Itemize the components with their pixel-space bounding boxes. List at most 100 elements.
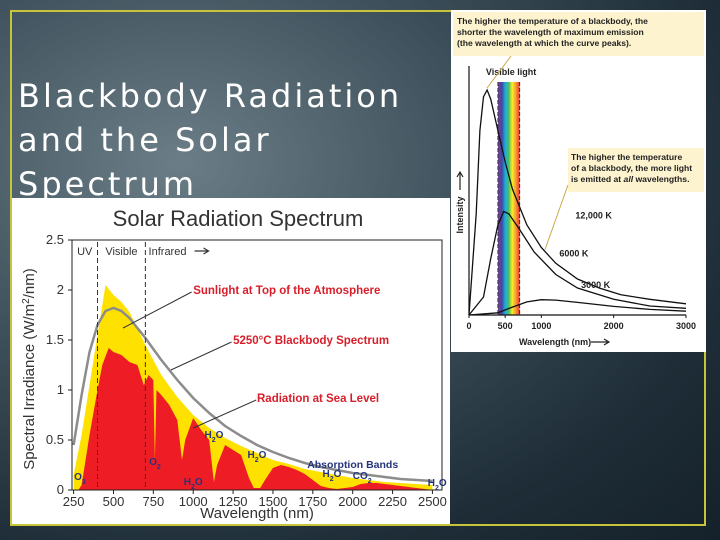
- gas-label-6-base: CO: [353, 471, 368, 482]
- leader-all-wavelengths: [544, 184, 569, 250]
- x-tick-label-3: 1000: [179, 494, 208, 509]
- bb-x-axis-label: Wavelength (nm): [519, 337, 591, 347]
- gas-label-2: H2O: [184, 477, 203, 491]
- bb-x-tick-label-0: 0: [466, 321, 471, 331]
- gas-label-2-base: H: [184, 477, 191, 488]
- bb-x-tick-label-3: 2000: [604, 321, 624, 331]
- curve-label-2: 3000 K: [581, 280, 611, 290]
- gas-label-4-sub: 2: [255, 457, 259, 464]
- note-peak-line-3: (the wavelength at which the curve peaks…: [457, 38, 631, 48]
- blackbody-curves-chart: The higher the temperature of a blackbod…: [451, 10, 706, 352]
- note-peak-wavelength-box: [453, 12, 704, 56]
- y-tick-label-2: 1: [57, 382, 64, 397]
- bb-x-tick-label-1: 500: [498, 321, 513, 331]
- bb-y-arrow-icon: [456, 170, 464, 190]
- bb-x-arrow-icon: [591, 338, 611, 346]
- x-tick-label-9: 2500: [418, 494, 447, 509]
- gas-label-7-sub: 2: [435, 485, 439, 492]
- slide-title-line-1: Blackbody Radiation: [18, 77, 403, 115]
- gas-label-5-sub: 2: [330, 476, 334, 483]
- gas-label-7: H2O: [428, 478, 447, 492]
- label-sea-level: Radiation at Sea Level: [257, 393, 379, 405]
- x-tick-label-7: 2000: [338, 494, 367, 509]
- gas-label-3: H2O: [204, 430, 223, 444]
- note-peak-line-1: The higher the temperature of a blackbod…: [457, 16, 648, 26]
- y-tick-label-1: 0.5: [46, 432, 64, 447]
- leader-sea-level: [193, 399, 257, 429]
- note-all-line-3: is emitted at all wavelengths.: [571, 174, 689, 184]
- note-all-line-3b: all: [624, 174, 634, 184]
- note-all-line-1: The higher the temperature: [571, 152, 682, 162]
- note-all-line-2: of a blackbody, the more light: [571, 163, 692, 173]
- blackbody-curves-svg: The higher the temperature of a blackbod…: [453, 12, 704, 347]
- gas-label-2-sub: 2: [191, 484, 195, 491]
- y-axis-label-tail: /nm): [21, 268, 38, 298]
- curve-label-1: 6000 K: [559, 249, 589, 259]
- x-tick-label-1: 500: [103, 494, 125, 509]
- label-blackbody-spectrum: 5250°C Blackbody Spectrum: [233, 335, 389, 347]
- solar-x-axis-label: Wavelength (nm): [200, 505, 314, 522]
- x-tick-label-5: 1500: [258, 494, 287, 509]
- x-tick-label-8: 2250: [378, 494, 407, 509]
- gas-label-3-base: H: [204, 430, 211, 441]
- bb-y-axis-label: Intensity: [455, 196, 465, 233]
- gas-label-7-tail: O: [439, 478, 447, 489]
- gas-label-0: O3: [74, 472, 86, 486]
- gas-label-1-sub: 2: [157, 464, 161, 471]
- gas-label-1-base: O: [149, 457, 157, 468]
- visible-light-label: Visible light: [486, 67, 536, 77]
- region-uv-label: UV: [77, 246, 93, 258]
- leader-blackbody-spectrum: [170, 341, 232, 371]
- gas-label-4: H2O: [248, 450, 267, 464]
- x-tick-label-6: 1750: [298, 494, 327, 509]
- gas-label-5-base: H: [322, 469, 329, 480]
- gas-label-6-sub: 2: [368, 478, 372, 485]
- y-tick-label-5: 2.5: [46, 232, 64, 247]
- gas-label-4-tail: O: [259, 450, 267, 461]
- gas-label-4-base: H: [248, 450, 255, 461]
- gas-label-3-tail: O: [216, 430, 224, 441]
- y-tick-label-4: 2: [57, 282, 64, 297]
- note-all-line-3c: wavelengths.: [633, 174, 689, 184]
- blackbody-curve-2: [468, 299, 687, 316]
- gas-label-7-base: H: [428, 478, 435, 489]
- gas-label-2-tail: O: [195, 477, 203, 488]
- solar-chart-title: Solar Radiation Spectrum: [113, 206, 364, 231]
- visible-light-band: [497, 82, 520, 315]
- x-tick-label-0: 250: [63, 494, 85, 509]
- leader-top-of-atmosphere: [122, 291, 192, 329]
- slide-title: Blackbody Radiation and the Solar Spectr…: [18, 74, 438, 206]
- solar-spectrum-chart: Solar Radiation Spectrum 250 500 750 1000 12…: [12, 198, 450, 524]
- region-infrared-label: Infrared: [149, 246, 187, 258]
- curve-label-0: 12,000 K: [575, 210, 612, 220]
- solar-y-axis-label: Spectral Irradiance (W/m2/nm): [21, 268, 39, 469]
- note-all-wavelengths-box: [568, 148, 704, 192]
- label-top-of-atmosphere: Sunlight at Top of the Atmosphere: [193, 285, 380, 297]
- gas-label-5: H2O: [322, 469, 341, 483]
- gas-label-0-base: O: [74, 472, 82, 483]
- infrared-arrow-icon: [194, 247, 210, 255]
- leader-peak: [486, 55, 512, 89]
- gas-label-6: CO2: [353, 471, 372, 485]
- note-all-line-3a: is emitted at: [571, 174, 624, 184]
- bb-x-tick-label-2: 1000: [531, 321, 551, 331]
- series-sea-level-area: [73, 348, 433, 490]
- label-absorption-bands: Absorption Bands: [307, 459, 398, 471]
- blackbody-curve-0: [468, 88, 687, 316]
- gas-label-5-tail: O: [334, 469, 342, 480]
- solar-spectrum-svg: Solar Radiation Spectrum 250 500 750 1000 12…: [21, 206, 447, 522]
- gas-label-1: O2: [149, 457, 161, 471]
- gas-label-3-sub: 2: [212, 437, 216, 444]
- slide-title-line-2: and the Solar Spectrum: [18, 121, 272, 203]
- bb-x-tick-label-4: 3000: [676, 321, 696, 331]
- series-blackbody-line: [72, 306, 433, 483]
- region-visible-label: Visible: [105, 246, 137, 258]
- x-tick-label-4: 1250: [219, 494, 248, 509]
- y-tick-label-3: 1.5: [46, 332, 64, 347]
- y-tick-label-0: 0: [57, 482, 64, 497]
- y-axis-label-main: Spectral Irradiance (W/m: [21, 304, 38, 470]
- gas-label-0-sub: 3: [82, 479, 86, 486]
- blackbody-curve-1: [468, 210, 687, 316]
- solar-plot-frame: [71, 239, 443, 491]
